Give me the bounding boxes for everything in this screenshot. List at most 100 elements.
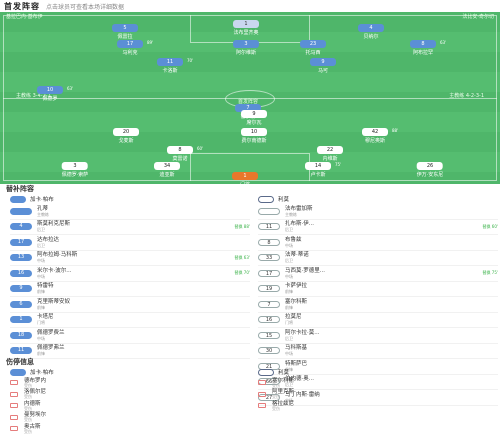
away-player[interactable]: 14 卢卡斯 75' bbox=[305, 162, 341, 178]
player-name: 佩雷拉 bbox=[117, 34, 133, 40]
injury-icon bbox=[258, 391, 266, 397]
sub-row[interactable]: 8 布鲁兹 中场 bbox=[258, 235, 498, 251]
injury-row[interactable]: 曼努埃尔 受伤 bbox=[10, 412, 250, 424]
home-player[interactable]: 1 法布里齐奥 bbox=[233, 20, 259, 36]
injury-row[interactable]: 奥古斯 受伤 bbox=[10, 423, 250, 435]
injury-row[interactable]: 塞尔科斯 受伤 bbox=[258, 377, 498, 389]
injury-row[interactable]: 阿里克斯 受伤 bbox=[258, 389, 498, 401]
jersey-number: 11 bbox=[157, 58, 183, 66]
injury-row[interactable]: 德布罗内 受伤 bbox=[10, 377, 250, 389]
jersey-number: 8 bbox=[167, 146, 193, 154]
lineup-title: 首发阵容 bbox=[4, 1, 40, 11]
home-player[interactable]: 9 马可 bbox=[310, 58, 336, 74]
home-player[interactable]: 23 托马西 bbox=[300, 40, 326, 56]
jersey-number: 3 bbox=[233, 40, 259, 48]
injury-player-name: 塞尔科斯 bbox=[272, 377, 295, 384]
away-team-logo-icon bbox=[258, 368, 274, 376]
lineup-title-bar: 首发阵容 点击球员可查看本场详细数据 bbox=[0, 0, 500, 12]
player-name: 阿布拉罕 bbox=[412, 50, 433, 56]
away-player[interactable]: 26 伊万·安东尼 bbox=[417, 162, 443, 178]
jersey-number: 7 bbox=[235, 104, 261, 112]
sub-number: 13 bbox=[10, 254, 32, 262]
sub-name: 卡萨伊拉 bbox=[285, 283, 308, 290]
away-player[interactable]: 34 迪亚斯 bbox=[154, 162, 180, 178]
sub-row[interactable]: 27 马丁内斯·雷纳 中场 bbox=[258, 390, 498, 406]
home-player[interactable]: 11 卡洛斯 70' bbox=[157, 58, 193, 74]
substitution-time: 89' bbox=[147, 40, 154, 45]
sub-row[interactable]: 1 卡塔尼 门将 bbox=[10, 313, 250, 328]
away-team-logo-icon bbox=[258, 195, 274, 203]
home-player[interactable]: 10 佩德罗 63' bbox=[37, 86, 73, 102]
jersey-number: 10 bbox=[37, 86, 63, 94]
away-player[interactable]: 1门将 bbox=[232, 172, 258, 184]
sub-row[interactable]: 17 达布拉达 后卫 bbox=[10, 235, 250, 251]
away-player[interactable]: 20 戈麦斯 bbox=[113, 128, 139, 144]
sub-position: 前锋 bbox=[285, 366, 293, 372]
away-player[interactable]: 10 费尔南德斯 bbox=[241, 128, 267, 144]
sub-name: 布鲁兹 bbox=[285, 236, 302, 243]
sub-position: 中场 bbox=[285, 397, 293, 403]
home-player[interactable]: 17 马利克 89' bbox=[117, 40, 153, 56]
home-subs-column: 加卡·帕布 孔蒂 主教练 4 斯莫利克尼斯 后卫 替换 88' 17 达布拉达 后卫 13 阿布拉姆… bbox=[10, 194, 250, 359]
sub-name: 马西莫·罗德里... bbox=[285, 267, 325, 274]
sub-row[interactable]: 16 米尔卡·波尔... 中场 替换 70' bbox=[10, 266, 250, 282]
sub-row[interactable]: 法布雷加斯 主教练 bbox=[258, 204, 498, 220]
away-player[interactable]: 3 佩德罗·索萨 bbox=[62, 162, 88, 178]
sub-number: 19 bbox=[258, 285, 280, 293]
sub-position: 前锋 bbox=[37, 289, 45, 295]
player-name: 马利克 bbox=[122, 50, 138, 56]
jersey-number: 5 bbox=[112, 24, 138, 32]
sub-row[interactable]: 30 马科斯基 中场 bbox=[258, 344, 498, 359]
player-name: 贝纳尔 bbox=[363, 34, 379, 40]
sub-number: 11 bbox=[10, 347, 32, 355]
sub-name: 斯莫利克尼斯 bbox=[37, 221, 71, 228]
sub-row[interactable]: 33 法蒂·蒂诺 后卫 bbox=[258, 251, 498, 266]
player-name: 阿尔维斯 bbox=[235, 50, 256, 56]
sub-name: 孔蒂 bbox=[37, 205, 49, 212]
home-team-logo-icon bbox=[10, 368, 26, 376]
sub-row[interactable]: 9 特雷特 前锋 bbox=[10, 282, 250, 297]
sub-name: 法布雷加斯 bbox=[285, 205, 313, 212]
sub-position: 后卫 bbox=[285, 382, 293, 388]
jersey-number: 20 bbox=[113, 128, 139, 136]
jersey-number: 1 bbox=[233, 20, 259, 28]
sub-row[interactable]: 11 扎布斯·伊... 后卫 替换 60' bbox=[258, 220, 498, 235]
pitch-center-label: 首发阵容 bbox=[238, 99, 259, 105]
substitution-time: 88' bbox=[392, 128, 399, 133]
injury-row[interactable]: 洛佩尔尼 受伤 bbox=[10, 389, 250, 401]
home-player[interactable]: 8 阿布拉罕 63' bbox=[410, 40, 446, 56]
sub-row[interactable]: 15 阿尔卡拉·莫... 后卫 bbox=[258, 328, 498, 344]
away-player[interactable]: 22 内维斯 bbox=[317, 146, 343, 162]
sub-number: 27 bbox=[258, 393, 280, 401]
sub-row[interactable]: 6 克里斯蒂安奴 前锋 bbox=[10, 297, 250, 313]
away-player[interactable]: 9 席尔瓦 bbox=[241, 110, 267, 126]
home-player[interactable]: 4 贝纳尔 bbox=[358, 24, 384, 40]
away-player[interactable]: 42 穆尼奥斯 88' bbox=[362, 128, 398, 144]
injury-row[interactable]: 内德斯 受伤 bbox=[10, 400, 250, 412]
jersey-number: 22 bbox=[317, 146, 343, 154]
sub-row[interactable]: 13 阿布拉姆·马科斯 中场 替换 63' bbox=[10, 251, 250, 266]
sub-number: 1 bbox=[10, 316, 32, 324]
sub-position: 门将 bbox=[37, 320, 45, 326]
substitution-time: 60' bbox=[197, 146, 204, 151]
lineup-subtitle: 点击球员可查看本场详细数据 bbox=[46, 3, 125, 11]
home-player[interactable]: 3 阿尔维斯 bbox=[233, 40, 259, 56]
sub-row[interactable]: 18 佩德罗费兰 中场 bbox=[10, 328, 250, 344]
sub-row[interactable]: 19 卡萨伊拉 前锋 bbox=[258, 282, 498, 297]
sub-row[interactable]: 7 塞尔科斯 前锋 bbox=[258, 297, 498, 313]
sub-row[interactable]: 16 拉莫尼 门将 bbox=[258, 313, 498, 328]
injuries-title: 伤停信息 bbox=[6, 358, 34, 366]
sub-row[interactable]: 17 马西莫·罗德里... 中场 替换 75' bbox=[258, 266, 498, 282]
away-player[interactable]: 8 莫雷诺 60' bbox=[167, 146, 203, 162]
sub-in-time: 替换 63' bbox=[234, 254, 250, 260]
sub-in-time: 替换 60' bbox=[482, 223, 498, 229]
sub-number: 16 bbox=[10, 269, 32, 277]
player-name: 托马西 bbox=[305, 50, 321, 56]
injury-player-name: 格拉兹尼 bbox=[272, 400, 295, 407]
sub-row[interactable]: 4 斯莫利克尼斯 后卫 替换 88' bbox=[10, 220, 250, 235]
home-player[interactable]: 5 佩雷拉 bbox=[112, 24, 138, 40]
sub-row[interactable]: 孔蒂 主教练 bbox=[10, 204, 250, 220]
injury-row[interactable]: 格拉兹尼 受伤 bbox=[258, 400, 498, 412]
sub-row[interactable]: 11 佩德罗弗兰 前锋 bbox=[10, 344, 250, 359]
sub-position: 中场 bbox=[285, 273, 293, 279]
